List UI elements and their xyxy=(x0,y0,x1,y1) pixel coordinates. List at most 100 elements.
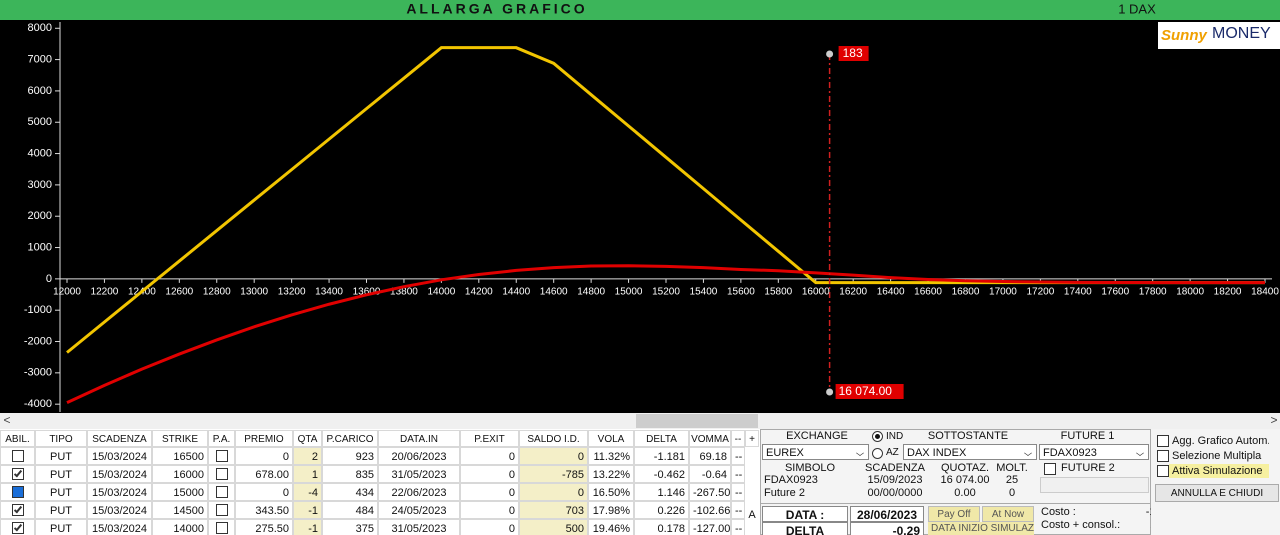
checkbox[interactable] xyxy=(215,504,228,516)
column-header: DATA.IN xyxy=(378,430,460,447)
table-cell: -- xyxy=(731,483,745,501)
radio[interactable] xyxy=(872,448,883,459)
x-tick-label: 15200 xyxy=(652,287,680,298)
scroll-thumb[interactable] xyxy=(636,414,758,428)
header-title[interactable]: ALLARGA GRAFICO xyxy=(406,1,587,17)
x-tick-label: 12800 xyxy=(203,287,231,298)
button[interactable]: DATA INIZIO SIMULAZ. xyxy=(928,522,1034,535)
column-header: -- xyxy=(731,430,745,447)
cursor-label: 183 xyxy=(843,46,863,60)
value: 25 xyxy=(1005,474,1019,486)
table-cell: -1.181 xyxy=(634,447,689,465)
value: Future 2 xyxy=(764,487,805,499)
label: EXCHANGE xyxy=(786,430,848,442)
checkbox[interactable] xyxy=(215,522,228,534)
button[interactable]: Pay Off xyxy=(928,506,980,522)
cursor-x-box xyxy=(835,384,904,399)
button[interactable]: At Now xyxy=(982,506,1034,522)
button[interactable]: ANNULLA E CHIUDI xyxy=(1155,484,1279,502)
table-cell: -4 xyxy=(293,483,322,501)
plot-background xyxy=(0,20,1280,413)
label: DATA : xyxy=(762,506,848,522)
table-cell: 16.50% xyxy=(588,483,634,501)
table-cell: 16500 xyxy=(152,447,208,465)
x-tick-label: 13800 xyxy=(390,287,418,298)
radio-dot xyxy=(875,434,880,439)
cursor-dot xyxy=(826,50,834,58)
label: FUTURE 1 xyxy=(1060,430,1115,442)
table-cell: 500 xyxy=(519,519,588,535)
scroll-left[interactable]: < xyxy=(3,413,10,427)
cursor-label-box xyxy=(838,46,869,61)
checkbox[interactable] xyxy=(1157,450,1169,462)
check-mark xyxy=(13,469,22,478)
check-mark xyxy=(13,505,22,514)
table-cell: 14500 xyxy=(152,501,208,519)
header-bar[interactable] xyxy=(0,0,1280,20)
x-tick-label: 17600 xyxy=(1101,287,1129,298)
x-tick-label: 17400 xyxy=(1064,287,1092,298)
x-tick-label: 15600 xyxy=(727,287,755,298)
y-tick-label: 1000 xyxy=(28,241,52,253)
checkbox[interactable] xyxy=(1157,435,1169,447)
table-cell: -127.00 xyxy=(689,519,731,535)
table-cell: 17.98% xyxy=(588,501,634,519)
y-tick-label: 6000 xyxy=(28,85,52,97)
x-tick-label: 12200 xyxy=(91,287,119,298)
x-tick-label: 16200 xyxy=(839,287,867,298)
checkbox[interactable] xyxy=(11,522,24,534)
checkbox[interactable] xyxy=(215,468,228,480)
table-cell: 20/06/2023 xyxy=(378,447,460,465)
column-header: VOMMA xyxy=(689,430,731,447)
table-cell: 0 xyxy=(235,483,293,501)
option-label[interactable]: Agg. Grafico Autom. xyxy=(1172,435,1269,447)
label: SOTTOSTANTE xyxy=(927,430,1009,442)
column-header: TIPO xyxy=(35,430,87,447)
options-frame xyxy=(1151,429,1280,535)
value: 28/06/2023 xyxy=(850,506,924,522)
table-cell: 19.46% xyxy=(588,519,634,535)
checkbox[interactable] xyxy=(11,450,24,462)
option-label[interactable]: Selezione Multipla xyxy=(1172,450,1262,462)
column-header: + xyxy=(745,430,759,447)
select[interactable]: DAX INDEX xyxy=(903,444,1037,460)
checkbox[interactable] xyxy=(11,504,24,516)
instrument: 1 DAX xyxy=(1118,1,1156,16)
label: QUOTAZ. xyxy=(940,462,990,474)
value: 00/00/0000 xyxy=(867,487,923,499)
checkbox[interactable] xyxy=(215,450,228,462)
table-cell: 343.50 xyxy=(235,501,293,519)
cursor-dot xyxy=(826,388,834,396)
select[interactable]: FDAX0923 xyxy=(1039,444,1149,460)
table-cell: 1.146 xyxy=(634,483,689,501)
column-header: P.EXIT xyxy=(460,430,519,447)
scroll-right[interactable]: > xyxy=(1270,413,1277,427)
value: 16 074.00 xyxy=(940,474,990,486)
select[interactable]: EUREX xyxy=(762,444,869,460)
table-cell: 0 xyxy=(519,447,588,465)
x-tick-label: 18400 xyxy=(1251,287,1279,298)
label: Costo + consol.: xyxy=(1041,519,1121,531)
checkbox[interactable] xyxy=(1044,463,1056,475)
table-cell: 923 xyxy=(322,447,378,465)
x-tick-label: 18200 xyxy=(1214,287,1242,298)
x-tick-label: 14600 xyxy=(540,287,568,298)
chart: ALLARGA GRAFICO 1 DAX Sunny MONEY < > -4… xyxy=(0,0,1280,429)
checkbox[interactable] xyxy=(215,486,228,498)
checkbox[interactable] xyxy=(11,468,24,480)
label: Costo : xyxy=(1041,506,1076,518)
option-label[interactable]: Attiva Simulazione xyxy=(1169,464,1269,478)
table-cell: -102.66 xyxy=(689,501,731,519)
checkbox[interactable] xyxy=(11,486,24,498)
cursor-x-label: 16 074.00 xyxy=(839,384,893,398)
checkbox[interactable] xyxy=(1157,465,1169,477)
label: SCADENZA xyxy=(865,462,925,474)
table-cell: 835 xyxy=(322,465,378,483)
table-cell: 1 xyxy=(293,465,322,483)
column-header: SCADENZA xyxy=(87,430,152,447)
x-tick-label: 17000 xyxy=(989,287,1017,298)
column-header: QTA xyxy=(293,430,322,447)
table-cell: 0 xyxy=(460,501,519,519)
x-tick-label: 12600 xyxy=(165,287,193,298)
x-tick-label: 13600 xyxy=(353,287,381,298)
